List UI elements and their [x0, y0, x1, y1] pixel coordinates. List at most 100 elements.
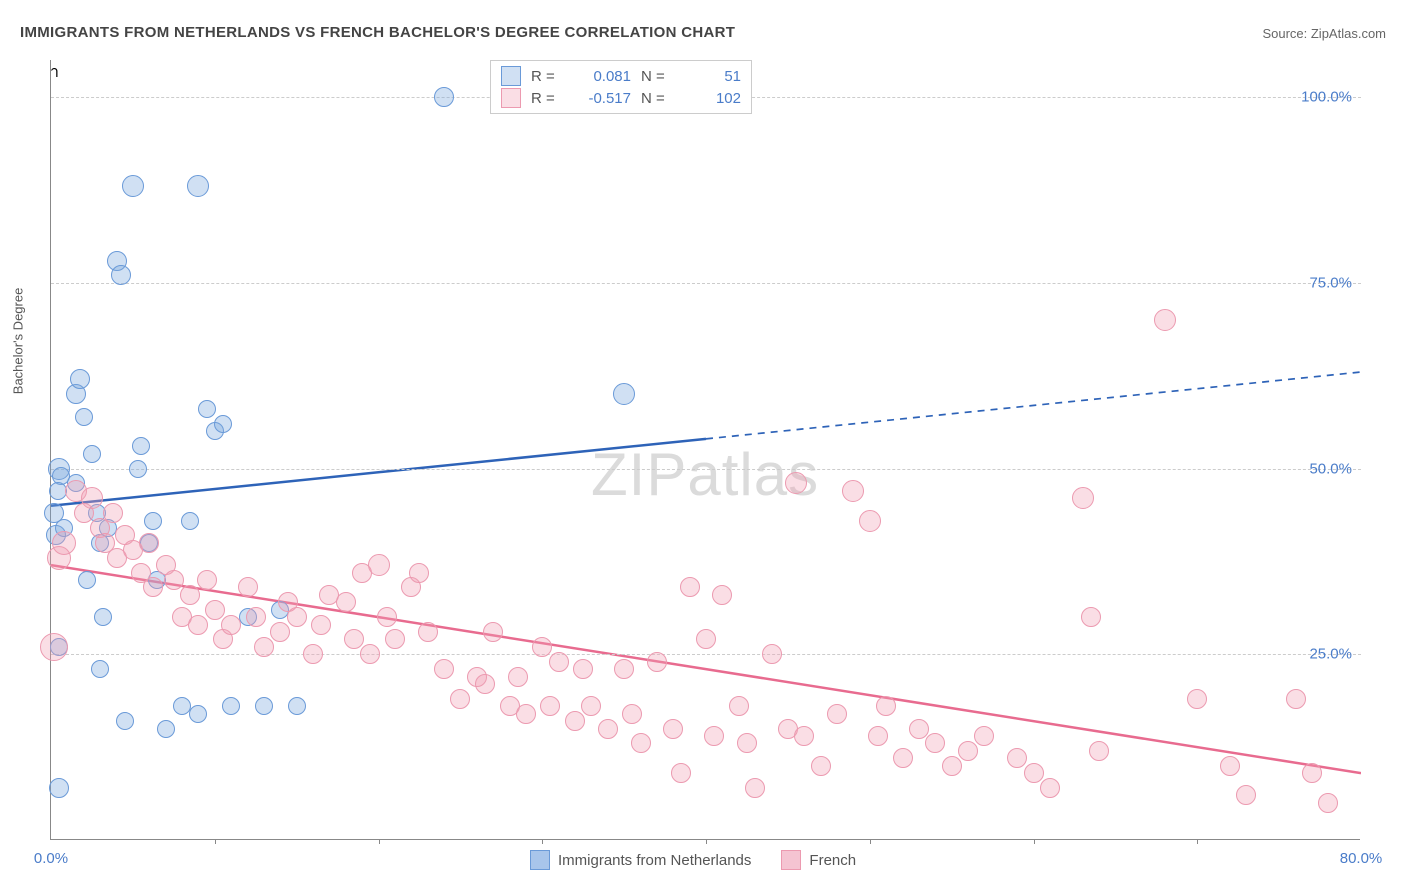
data-point: [868, 726, 888, 746]
data-point: [532, 637, 552, 657]
legend-swatch: [530, 850, 550, 870]
gridline: [51, 283, 1361, 284]
data-point: [181, 512, 199, 530]
data-point: [647, 652, 667, 672]
data-point: [696, 629, 716, 649]
data-point: [78, 571, 96, 589]
data-point: [1007, 748, 1027, 768]
data-point: [663, 719, 683, 739]
data-point: [164, 570, 184, 590]
data-point: [116, 712, 134, 730]
data-point: [143, 577, 163, 597]
data-point: [581, 696, 601, 716]
data-point: [132, 437, 150, 455]
data-point: [270, 622, 290, 642]
data-point: [336, 592, 356, 612]
data-point: [360, 644, 380, 664]
series-legend: Immigrants from Netherlands French: [530, 850, 856, 870]
data-point: [40, 633, 68, 661]
data-point: [1040, 778, 1060, 798]
ytick-label: 25.0%: [1309, 646, 1352, 663]
data-point: [111, 265, 131, 285]
data-point: [214, 415, 232, 433]
ytick-label: 75.0%: [1309, 274, 1352, 291]
data-point: [794, 726, 814, 746]
data-point: [287, 607, 307, 627]
data-point: [540, 696, 560, 716]
xtick-label: 0.0%: [34, 850, 68, 867]
data-point: [103, 503, 123, 523]
data-point: [549, 652, 569, 672]
correlation-legend: R =0.081N =51R =-0.517N =102: [490, 60, 752, 114]
data-point: [1286, 689, 1306, 709]
data-point: [122, 175, 144, 197]
y-axis-label: Bachelor's Degree: [11, 288, 26, 395]
data-point: [1024, 763, 1044, 783]
data-point: [811, 756, 831, 776]
data-point: [238, 577, 258, 597]
legend-r-value: 0.081: [571, 68, 631, 85]
data-point: [671, 763, 691, 783]
data-point: [197, 570, 217, 590]
xtick-mark: [379, 839, 380, 844]
data-point: [198, 400, 216, 418]
data-point: [434, 659, 454, 679]
source-label: Source: ZipAtlas.com: [1262, 26, 1386, 41]
data-point: [222, 697, 240, 715]
data-point: [254, 637, 274, 657]
trend-lines: [51, 60, 1361, 840]
data-point: [385, 629, 405, 649]
data-point: [762, 644, 782, 664]
data-point: [925, 733, 945, 753]
legend-row: R =-0.517N =102: [501, 87, 741, 109]
data-point: [573, 659, 593, 679]
legend-r-label: R =: [531, 68, 561, 85]
data-point: [157, 720, 175, 738]
data-point: [288, 697, 306, 715]
legend-swatch: [501, 88, 521, 108]
data-point: [680, 577, 700, 597]
ytick-label: 50.0%: [1309, 460, 1352, 477]
data-point: [613, 383, 635, 405]
data-point: [189, 705, 207, 723]
data-point: [91, 660, 109, 678]
data-point: [52, 531, 76, 555]
data-point: [94, 608, 112, 626]
data-point: [368, 554, 390, 576]
data-point: [246, 607, 266, 627]
data-point: [70, 369, 90, 389]
gridline: [51, 654, 1361, 655]
data-point: [81, 487, 103, 509]
data-point: [483, 622, 503, 642]
legend-item: Immigrants from Netherlands: [530, 850, 751, 870]
data-point: [1154, 309, 1176, 331]
data-point: [842, 480, 864, 502]
data-point: [745, 778, 765, 798]
legend-label: French: [809, 852, 856, 869]
data-point: [1220, 756, 1240, 776]
data-point: [1236, 785, 1256, 805]
legend-item: French: [781, 850, 856, 870]
xtick-mark: [870, 839, 871, 844]
legend-n-value: 102: [681, 90, 741, 107]
data-point: [598, 719, 618, 739]
data-point: [516, 704, 536, 724]
data-point: [1081, 607, 1101, 627]
xtick-mark: [1197, 839, 1198, 844]
data-point: [475, 674, 495, 694]
data-point: [255, 697, 273, 715]
data-point: [737, 733, 757, 753]
legend-swatch: [501, 66, 521, 86]
xtick-mark: [1034, 839, 1035, 844]
watermark: ZIPatlas: [591, 440, 819, 509]
legend-row: R =0.081N =51: [501, 65, 741, 87]
data-point: [144, 512, 162, 530]
data-point: [188, 615, 208, 635]
data-point: [942, 756, 962, 776]
ytick-label: 100.0%: [1301, 89, 1352, 106]
data-point: [876, 696, 896, 716]
data-point: [1072, 487, 1094, 509]
legend-n-label: N =: [641, 68, 671, 85]
data-point: [974, 726, 994, 746]
data-point: [508, 667, 528, 687]
